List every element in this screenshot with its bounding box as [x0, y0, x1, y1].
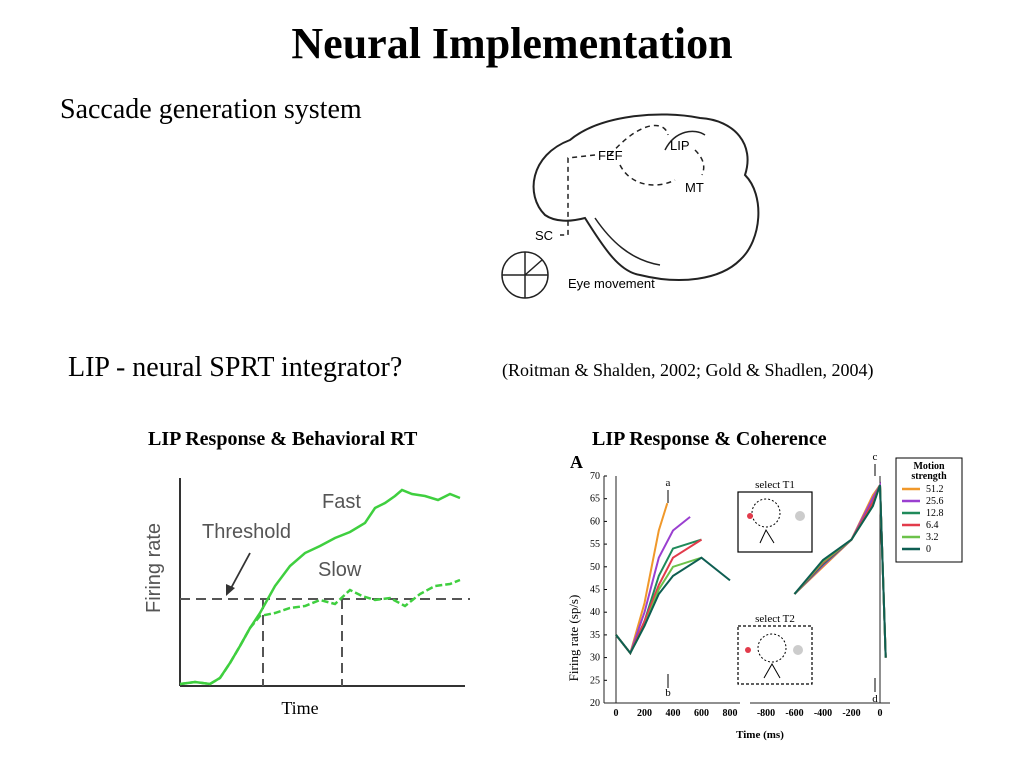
legend-title: Motion [913, 461, 945, 472]
left-figure-heading: LIP Response & Behavioral RT [148, 428, 418, 450]
series-line-saccade [793, 484, 887, 658]
brain-outline [532, 113, 760, 281]
x-tick-label: -400 [814, 708, 832, 719]
label-mt: MT [685, 180, 704, 195]
x-tick-label: -600 [785, 708, 803, 719]
marker-d: d [872, 693, 878, 705]
y-tick-label: 20 [590, 698, 600, 709]
left-ylabel: Firing rate [143, 523, 165, 613]
x-tick-label: 600 [694, 708, 709, 719]
slow-label: Slow [318, 559, 362, 581]
x-tick-label: -200 [842, 708, 860, 719]
y-tick-label: 25 [590, 675, 600, 686]
x-tick-label: -800 [757, 708, 775, 719]
series-line [615, 516, 691, 656]
x-tick-label: 800 [723, 708, 738, 719]
y-tick-label: 70 [590, 471, 600, 482]
legend-label: 51.2 [926, 484, 944, 495]
left-figure: Firing rate Threshold Fast Slow Time [143, 478, 470, 718]
right-figure-heading: LIP Response & Coherence [592, 428, 827, 450]
right-xlabel: Time (ms) [736, 729, 784, 741]
inset-t1-label: select T1 [755, 479, 795, 491]
label-fef: FEF [598, 148, 623, 163]
y-tick-label: 60 [590, 516, 600, 527]
series-line [615, 556, 702, 655]
panel-letter: A [570, 452, 583, 472]
x-tick-label: 0 [878, 708, 883, 719]
legend-box [895, 457, 963, 563]
inset-t2-label: select T2 [755, 613, 795, 625]
legend-label: 25.6 [926, 496, 944, 507]
legend-label: 6.4 [926, 520, 939, 531]
legend-label: 0 [926, 544, 931, 555]
x-tick-label: 200 [637, 708, 652, 719]
inset-select-t1 [737, 491, 813, 553]
y-tick-label: 65 [590, 494, 600, 505]
y-tick-label: 45 [590, 585, 600, 596]
y-tick-label: 35 [590, 630, 600, 641]
marker-a: a [666, 477, 671, 489]
marker-b: b [665, 687, 671, 699]
label-sc: SC [535, 228, 553, 243]
left-xlabel: Time [281, 698, 318, 718]
citation: (Roitman & Shalden, 2002; Gold & Shadlen… [502, 360, 874, 380]
y-tick-label: 40 [590, 607, 600, 618]
marker-c: c [873, 451, 878, 463]
fast-trace [179, 488, 461, 686]
threshold-label: Threshold [202, 521, 291, 543]
page-title: Neural Implementation [291, 19, 733, 68]
series-line [615, 556, 731, 655]
fast-label: Fast [322, 491, 361, 513]
legend-label: 3.2 [926, 532, 939, 543]
pathway-fef-lip [609, 124, 669, 156]
right-figure: A Firing rate (sp/s) 20 25 30 35 40 45 50 55 60 6… [566, 451, 963, 741]
x-tick-label: 0 [614, 708, 619, 719]
right-ylabel: Firing rate (sp/s) [566, 595, 581, 682]
eye-movement-label: Eye movement [568, 276, 655, 291]
subtitle: Saccade generation system [60, 94, 362, 125]
y-tick-label: 30 [590, 653, 600, 664]
pathway-fef-sc [560, 154, 596, 236]
x-tick-label: 400 [666, 708, 681, 719]
inset-select-t2 [737, 625, 813, 685]
legend-subtitle: strength [911, 471, 947, 482]
section-heading: LIP - neural SPRT integrator? [68, 352, 403, 383]
label-lip: LIP [670, 138, 690, 153]
legend-label: 12.8 [926, 508, 944, 519]
brain-diagram: FEF LIP MT SC Eye movement [501, 113, 760, 299]
y-tick-label: 55 [590, 539, 600, 550]
y-tick-label: 50 [590, 562, 600, 573]
slow-trace [179, 578, 461, 686]
